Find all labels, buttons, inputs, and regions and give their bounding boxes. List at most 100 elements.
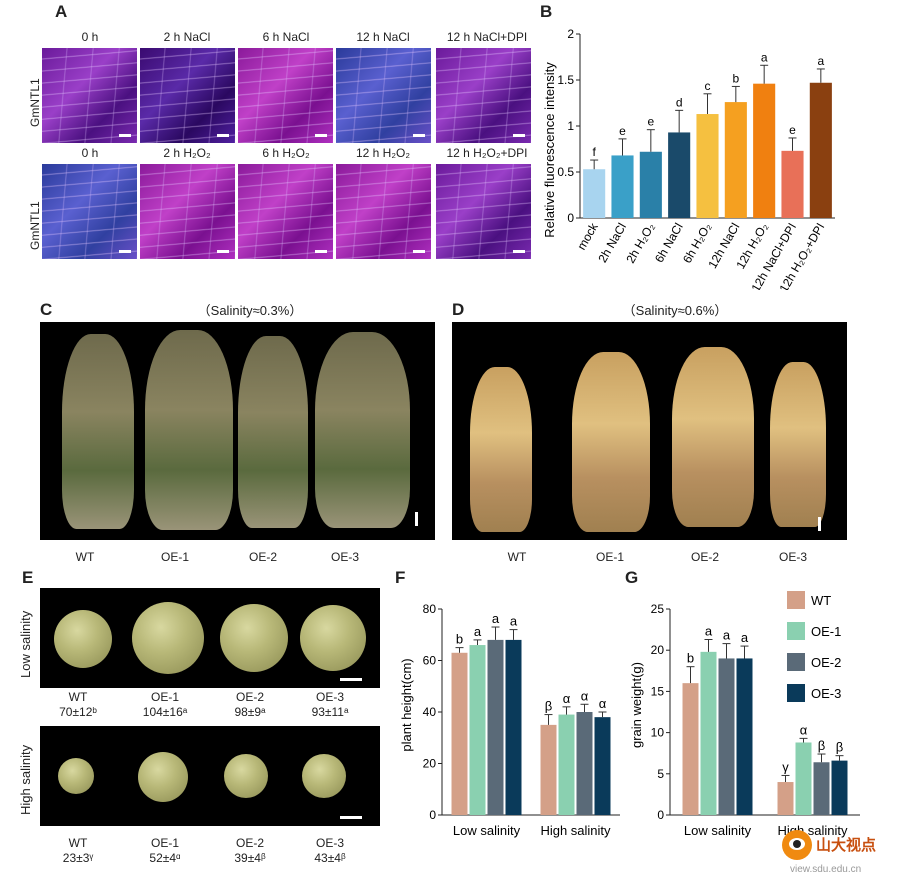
plant-oe3	[315, 332, 410, 528]
g-legend-label-0: WT	[811, 593, 831, 608]
scale-bar	[415, 512, 418, 526]
e-high-wt: WT 23±3ᵞ	[62, 836, 94, 865]
b-cat-0: mock	[574, 220, 601, 253]
seed-pile-oe2	[224, 754, 268, 798]
e-high-label: High salinity	[18, 744, 33, 815]
b-bar-2	[639, 151, 662, 218]
f-bar-OE-1-0	[469, 645, 486, 815]
b-letter-2: e	[647, 115, 654, 129]
b-ytick-label: 1.5	[557, 73, 574, 87]
panel-label-d: D	[452, 300, 465, 319]
row-label-1: GmNTL1	[28, 78, 42, 127]
c-label-oe3: OE-3	[330, 550, 359, 564]
a-title-3: 6 h NaCl	[262, 30, 310, 44]
panel-label-c: C	[40, 300, 53, 319]
a2-title-3: 6 h H₂O₂	[262, 146, 310, 160]
e-low-label: Low salinity	[18, 610, 33, 678]
logo-icon	[782, 830, 812, 860]
f-ytick-label: 60	[423, 654, 437, 668]
d-label-oe2: OE-2	[690, 550, 719, 564]
b-letter-0: f	[592, 145, 596, 159]
plant-oe2	[672, 347, 754, 527]
e-low-oe2: OE-2 98±9ᵃ	[234, 690, 266, 719]
g-bar-OE-1-1	[795, 742, 812, 815]
b-ytick-label: 0	[567, 211, 574, 225]
f-ytick-label: 40	[423, 705, 437, 719]
d-label-oe1: OE-1	[595, 550, 624, 564]
g-bar-OE-2-1	[813, 762, 830, 815]
d-label-wt: WT	[507, 550, 527, 564]
chart-g-ylabel: grain weight(g)	[629, 662, 644, 748]
b-bar-8	[809, 82, 832, 218]
micrograph-2h-nacl	[140, 48, 235, 143]
b-letter-6: a	[761, 50, 768, 64]
chart-b-ylabel: Relative fluorescence intensity	[542, 62, 557, 238]
b-bar-4	[696, 114, 719, 218]
g-ytick-label: 25	[651, 602, 665, 616]
seed-photo-high	[40, 726, 380, 826]
panel-label-a: A	[55, 2, 68, 21]
micrograph-12h-h2o2-dpi	[436, 164, 531, 259]
g-bar-OE-1-0	[700, 651, 717, 815]
f-letter-2-0: a	[492, 611, 500, 626]
b-letter-7: e	[789, 123, 796, 137]
g-bar-WT-1	[777, 782, 794, 815]
e-high-oe3: OE-3 43±4ᵝ	[314, 836, 346, 865]
g-letter-3-0: a	[741, 630, 749, 645]
micrograph-12h-h2o2	[336, 164, 431, 259]
f-ytick-label: 20	[423, 757, 437, 771]
b-letter-4: c	[705, 79, 711, 93]
g-bar-OE-2-0	[718, 658, 735, 815]
a-title-4: 12 h NaCl	[356, 30, 410, 44]
a-title-1: 0 h	[81, 30, 99, 44]
f-letter-1-0: a	[474, 624, 482, 639]
micrograph-12h-nacl	[336, 48, 431, 143]
scale-bar	[340, 816, 362, 819]
plant-oe2	[238, 336, 308, 528]
d-title: （Salinity≈0.6%）	[622, 303, 728, 318]
plant-wt	[62, 334, 134, 529]
g-ytick-label: 20	[651, 643, 665, 657]
seed-pile-wt	[54, 610, 112, 668]
seed-pile-oe1	[132, 602, 204, 674]
f-bar-OE-3-1	[594, 717, 611, 815]
b-bar-1	[611, 155, 634, 218]
e-low-oe1: OE-1 104±16ᵃ	[142, 690, 188, 719]
d-label-oe3: OE-3	[778, 550, 807, 564]
micrograph-0h-nacl	[42, 48, 137, 143]
scale-bar	[818, 517, 821, 531]
f-cat-0: Low salinity	[453, 823, 521, 838]
b-letter-5: b	[732, 71, 739, 85]
f-letter-3-1: α	[599, 696, 607, 711]
g-legend-swatch-2	[787, 653, 805, 671]
g-ytick-label: 15	[651, 684, 665, 698]
g-legend-label-2: OE-2	[811, 655, 841, 670]
f-bar-OE-1-1	[558, 714, 575, 815]
g-bar-WT-0	[682, 683, 699, 815]
e-high-oe2: OE-2 39±4ᵝ	[234, 836, 266, 865]
f-bar-OE-2-1	[576, 712, 593, 815]
b-ytick-label: 2	[567, 27, 574, 41]
seed-pile-wt	[58, 758, 94, 794]
g-cat-0: Low salinity	[684, 823, 752, 838]
panel-label-b: B	[540, 2, 553, 21]
seed-pile-oe2	[220, 604, 288, 672]
a-title-5: 12 h NaCl+DPI	[446, 30, 528, 44]
f-bar-WT-1	[540, 724, 557, 815]
c-label-wt: WT	[75, 550, 95, 564]
panel-label-f: F	[395, 568, 406, 587]
g-ytick-label: 0	[657, 808, 664, 822]
f-bar-WT-0	[451, 652, 468, 815]
f-letter-0-1: β	[545, 699, 552, 714]
g-ytick-label: 5	[657, 767, 664, 781]
plant-oe1	[572, 352, 650, 532]
row-label-2: GmNTL1	[28, 201, 42, 250]
b-bar-5	[724, 102, 747, 218]
seed-pile-oe3	[302, 754, 346, 798]
panel-label-g: G	[625, 568, 639, 587]
g-letter-0-1: γ	[782, 759, 789, 774]
b-bar-6	[753, 83, 776, 219]
f-letter-0-0: b	[456, 632, 463, 647]
g-bar-OE-3-0	[736, 658, 753, 815]
e-low-oe3: OE-3 93±11ᵃ	[311, 690, 349, 719]
